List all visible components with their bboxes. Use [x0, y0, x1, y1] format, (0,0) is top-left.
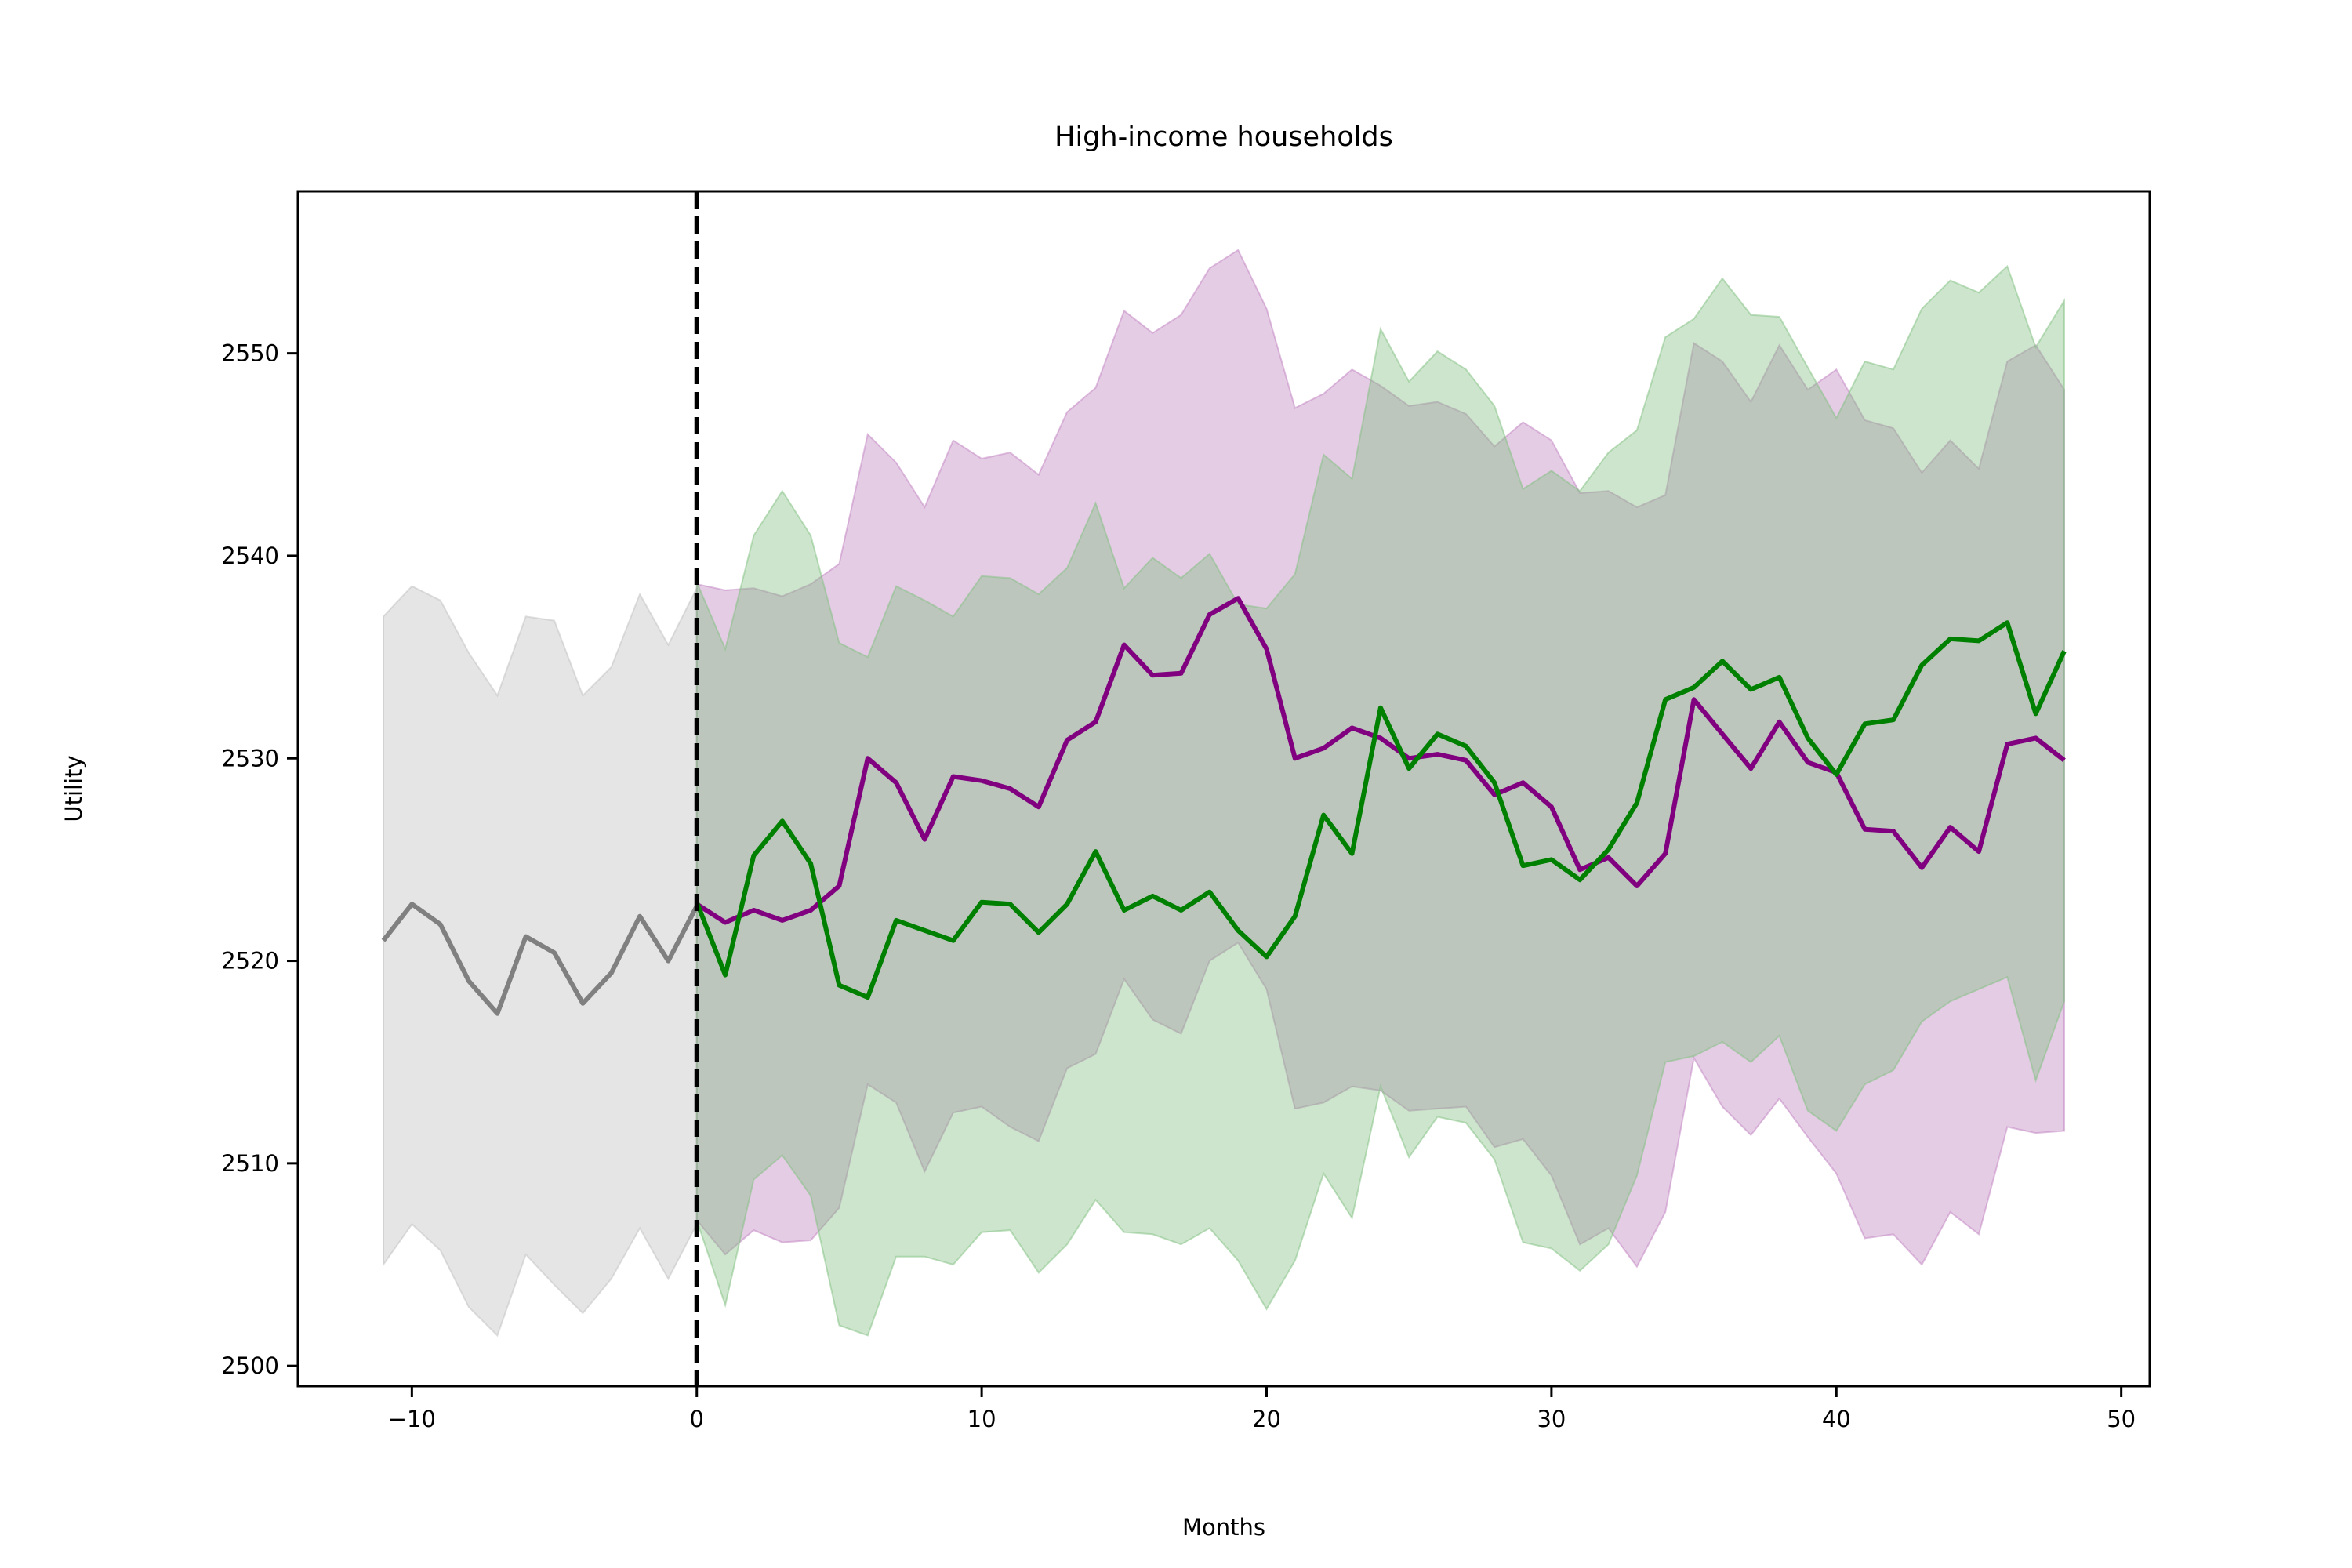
y-tick-label: 2500 — [221, 1352, 279, 1379]
x-axis-label: Months — [1182, 1514, 1265, 1541]
x-tick-label: 50 — [2107, 1406, 2136, 1432]
chart-title: High-income households — [1054, 122, 1393, 153]
band-series-2 — [695, 264, 2065, 1337]
x-tick-label: 0 — [690, 1406, 704, 1432]
x-tick-label: 30 — [1537, 1406, 1566, 1432]
line-series-2 — [694, 620, 2067, 1000]
y-tick-label: 2510 — [221, 1150, 279, 1177]
series-lines — [381, 596, 2067, 1016]
x-axis-ticks: −10 0 10 20 30 40 50 — [388, 1386, 2136, 1432]
y-axis-ticks: 2500 2510 2520 2530 2540 2550 — [221, 340, 298, 1379]
y-tick-label: 2530 — [221, 745, 279, 771]
band-series-0 — [383, 585, 698, 1338]
x-tick-label: −10 — [388, 1406, 436, 1432]
y-tick-label: 2540 — [221, 543, 279, 569]
x-tick-label: 20 — [1252, 1406, 1281, 1432]
plot-frame — [296, 190, 2151, 1388]
y-tick-label: 2520 — [221, 948, 279, 975]
confidence-bands — [383, 249, 2065, 1338]
y-axis-label: Utility — [60, 755, 87, 822]
line-series-0 — [381, 902, 699, 1016]
x-tick-label: 10 — [967, 1406, 996, 1432]
y-tick-label: 2550 — [221, 340, 279, 367]
x-tick-label: 40 — [1822, 1406, 1851, 1432]
band-series-1 — [695, 249, 2065, 1269]
